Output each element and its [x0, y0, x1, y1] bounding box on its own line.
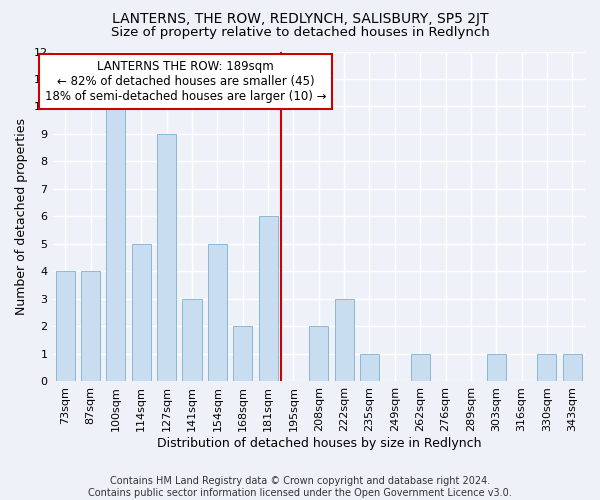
Bar: [56, 272, 75, 382]
Bar: [487, 354, 506, 382]
Bar: [360, 354, 379, 382]
Bar: [233, 326, 252, 382]
Text: LANTERNS THE ROW: 189sqm
← 82% of detached houses are smaller (45)
18% of semi-d: LANTERNS THE ROW: 189sqm ← 82% of detach…: [45, 60, 326, 102]
Bar: [106, 106, 125, 382]
Bar: [208, 244, 227, 382]
Bar: [538, 354, 556, 382]
Text: Contains HM Land Registry data © Crown copyright and database right 2024.
Contai: Contains HM Land Registry data © Crown c…: [88, 476, 512, 498]
Bar: [182, 299, 202, 382]
X-axis label: Distribution of detached houses by size in Redlynch: Distribution of detached houses by size …: [157, 437, 481, 450]
Bar: [309, 326, 328, 382]
Bar: [132, 244, 151, 382]
Bar: [563, 354, 582, 382]
Text: LANTERNS, THE ROW, REDLYNCH, SALISBURY, SP5 2JT: LANTERNS, THE ROW, REDLYNCH, SALISBURY, …: [112, 12, 488, 26]
Text: Size of property relative to detached houses in Redlynch: Size of property relative to detached ho…: [110, 26, 490, 39]
Bar: [335, 299, 353, 382]
Y-axis label: Number of detached properties: Number of detached properties: [15, 118, 28, 315]
Bar: [259, 216, 278, 382]
Bar: [81, 272, 100, 382]
Bar: [410, 354, 430, 382]
Bar: [157, 134, 176, 382]
